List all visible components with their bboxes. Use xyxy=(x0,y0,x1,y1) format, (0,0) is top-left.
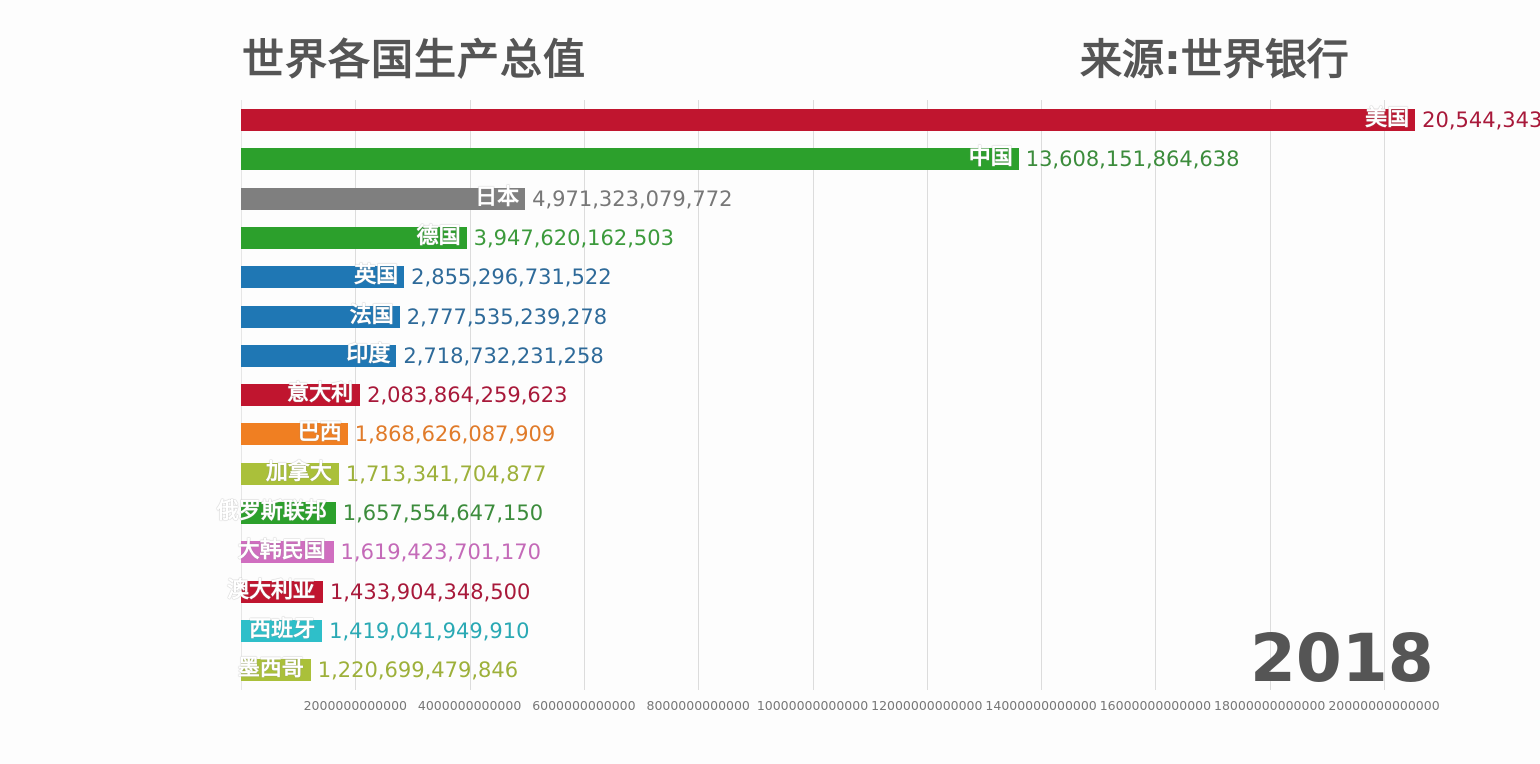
bar-category-label: 巴西 xyxy=(297,420,342,446)
x-tick-label: 12000000000000 xyxy=(871,698,983,713)
year-label: 2018 xyxy=(1250,620,1434,697)
bar xyxy=(241,109,1416,131)
bar-value-label: 1,713,341,704,877 xyxy=(345,461,547,486)
x-tick-label: 6000000000000 xyxy=(532,698,636,713)
x-tick-label: 16000000000000 xyxy=(1099,698,1212,713)
bar-value-label: 2,777,535,239,278 xyxy=(406,304,608,329)
bar xyxy=(241,502,336,524)
bar xyxy=(241,580,323,603)
chart-source: 来源:世界银行 xyxy=(1080,35,1349,84)
x-tick-label: 2000000000000 xyxy=(303,698,407,713)
bar-category-label: 俄罗斯联邦 xyxy=(216,499,327,524)
bar-category-label: 大韩民国 xyxy=(237,538,326,564)
bar xyxy=(241,187,526,210)
x-tick-label: 14000000000000 xyxy=(985,698,1097,713)
bar-value-label: 4,971,323,079,772 xyxy=(532,186,733,211)
bar-value-label: 1,419,041,949,910 xyxy=(329,618,530,643)
bar xyxy=(241,226,467,249)
bar xyxy=(241,148,1019,171)
gridline xyxy=(583,100,585,690)
bar-value-label: 1,433,904,348,500 xyxy=(329,579,531,604)
bar-category-label: 加拿大 xyxy=(265,459,332,485)
x-tick-label: 10000000000000 xyxy=(756,698,869,713)
bar-value-label: 1,657,554,647,150 xyxy=(342,501,544,525)
bar-value-label: 1,220,699,479,846 xyxy=(317,658,519,683)
gridline xyxy=(1155,100,1157,690)
x-tick-label: 4000000000000 xyxy=(417,698,522,713)
bar xyxy=(241,462,339,485)
chart-title: 世界各国生产总值 xyxy=(242,35,587,84)
bar-category-label: 墨西哥 xyxy=(237,656,304,682)
bar-value-label: 2,718,732,231,258 xyxy=(403,343,604,368)
gridline xyxy=(1384,100,1385,690)
bar-category-label: 意大利 xyxy=(287,381,354,407)
bar xyxy=(241,266,405,289)
gridline xyxy=(1041,100,1043,690)
x-tick-label: 8000000000000 xyxy=(646,698,750,713)
bar xyxy=(241,344,397,367)
bar-category-label: 中国 xyxy=(968,145,1013,171)
bar xyxy=(241,423,348,446)
gridline xyxy=(1269,100,1271,690)
bar xyxy=(241,305,400,328)
bar-category-label: 英国 xyxy=(354,263,399,289)
bar xyxy=(241,659,311,682)
bar xyxy=(241,384,361,407)
bar-chart-plot: 2000000000000 4000000000000 6000000000000 8… xyxy=(217,100,1540,713)
bar-value-label: 20,544,343, xyxy=(1422,108,1540,132)
bar-value-label: 3,947,620,162,503 xyxy=(473,225,674,250)
bar-value-label: 2,855,296,731,522 xyxy=(411,265,612,290)
gridline xyxy=(469,100,471,690)
gridline xyxy=(926,100,928,690)
bar-value-label: 2,083,864,259,623 xyxy=(367,383,568,408)
bar xyxy=(241,619,323,642)
x-tick-label: 18000000000000 xyxy=(1214,698,1326,713)
bar-value-label: 1,619,423,701,170 xyxy=(340,540,541,565)
bar-category-label: 法国 xyxy=(349,302,394,328)
gridline xyxy=(698,100,700,690)
bar-category-label: 美国 xyxy=(1365,106,1410,131)
bar-category-label: 西班牙 xyxy=(249,616,316,642)
x-tick-label: 20000000000000 xyxy=(1328,698,1440,713)
bar-category-label: 日本 xyxy=(475,184,520,210)
bar-category-label: 德国 xyxy=(416,223,461,249)
gridline xyxy=(812,100,814,690)
bar-category-label: 澳大利亚 xyxy=(226,577,315,603)
bar-category-label: 印度 xyxy=(346,341,391,367)
bar-value-label: 13,608,151,864,638 xyxy=(1025,147,1240,172)
bar xyxy=(241,541,334,564)
bar-value-label: 1,868,626,087,909 xyxy=(354,422,556,447)
